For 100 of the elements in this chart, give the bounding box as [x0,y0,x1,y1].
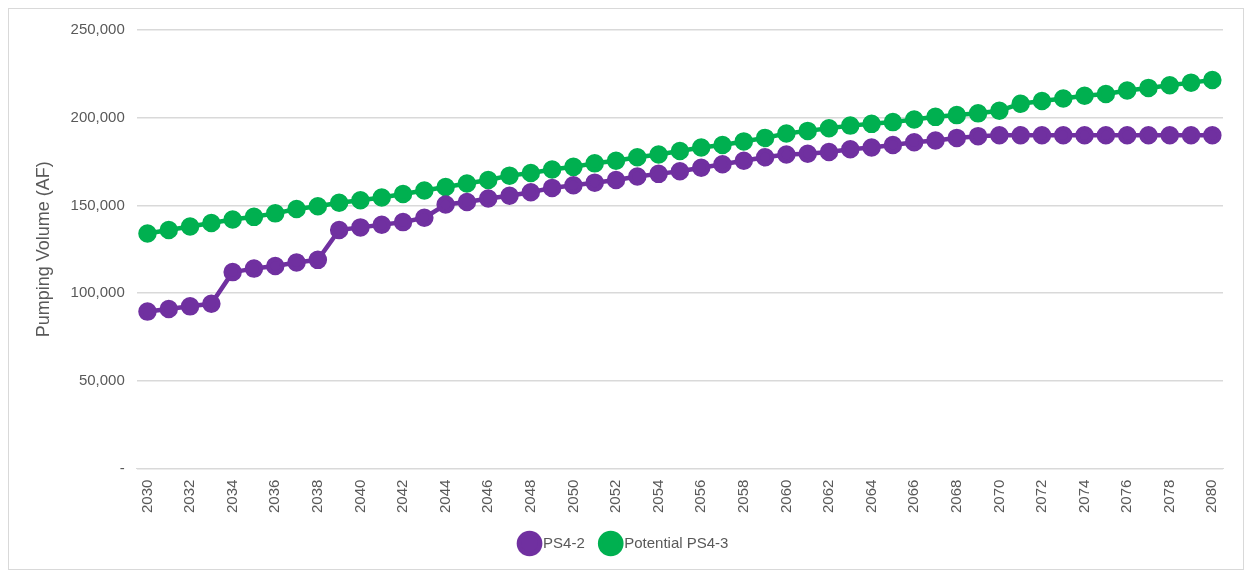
point [968,126,988,146]
x-tick-label: 2066 [904,479,922,514]
point [798,121,817,141]
point [1203,70,1222,90]
point [542,178,562,198]
x-tick-label: 2034 [222,479,240,514]
point [180,217,200,236]
point [862,114,881,134]
point [542,160,562,179]
point [287,253,306,272]
x-tick-label: 2054 [648,479,666,514]
point [329,193,349,213]
point [819,142,839,162]
point [1032,91,1052,111]
point [329,220,349,240]
point [202,294,221,313]
point [713,135,732,155]
point [287,199,306,219]
point [777,124,796,143]
point [1011,94,1030,113]
point [500,186,519,206]
point [159,299,179,319]
y-tick-label: - [119,458,125,476]
y-tick-label: 150,000 [70,195,125,213]
point [351,190,370,210]
x-tick-label: 2046 [478,479,496,514]
y-tick-label: 50,000 [78,371,125,389]
x-tick-label: 2060 [776,479,794,514]
point [691,158,711,177]
point [244,259,264,278]
point [691,138,711,157]
x-tick-label: 2052 [606,479,624,514]
point [628,167,647,186]
point [500,166,519,185]
point [1117,81,1137,100]
point [223,210,242,229]
point [308,197,328,216]
point [862,138,881,157]
point [670,161,690,181]
x-tick-label: 2064 [861,479,879,514]
legend-label: PS4-2 [543,533,585,551]
point [713,154,732,174]
point [1011,126,1030,145]
point [904,133,924,152]
point [351,218,370,237]
point [1075,126,1094,145]
point [1139,126,1158,145]
point [904,110,924,129]
x-tick-label: 2042 [393,479,411,514]
x-tick-label: 2038 [307,479,325,514]
x-tick-label: 2080 [1202,479,1220,514]
point [1096,126,1116,145]
x-tick-label: 2072 [1032,479,1050,514]
point [415,181,434,200]
point [457,192,477,212]
point [798,144,817,163]
point [1160,126,1180,145]
point [521,183,541,202]
point [1096,84,1116,104]
point [457,174,477,193]
point [841,140,860,159]
point [478,189,498,208]
point [1181,73,1201,92]
point [223,262,242,282]
point [755,128,775,148]
point [819,119,839,138]
point [244,207,264,227]
point [1139,78,1158,98]
point [393,184,413,204]
point [649,145,668,164]
point [138,302,157,321]
point [266,204,285,223]
x-tick-label: 2062 [819,479,837,514]
point [308,250,328,270]
point [415,208,434,227]
point [755,147,775,167]
point [606,151,626,170]
point [1160,76,1180,95]
y-tick-label: 100,000 [70,283,125,301]
point [883,112,903,132]
x-tick-label: 2030 [137,479,155,514]
point [947,105,967,125]
point [968,104,988,123]
point [990,126,1009,145]
point [947,128,967,148]
point [138,224,157,243]
x-tick-label: 2058 [733,479,751,514]
point [202,213,221,233]
point [564,176,583,195]
point [777,145,796,164]
point [926,107,945,127]
x-tick-label: 2048 [520,479,538,514]
point [734,151,754,170]
point [1075,86,1094,106]
point [990,101,1009,120]
x-tick-label: 2076 [1117,479,1135,514]
point [478,170,498,190]
point [266,256,285,276]
point [585,173,604,192]
point [564,157,583,177]
